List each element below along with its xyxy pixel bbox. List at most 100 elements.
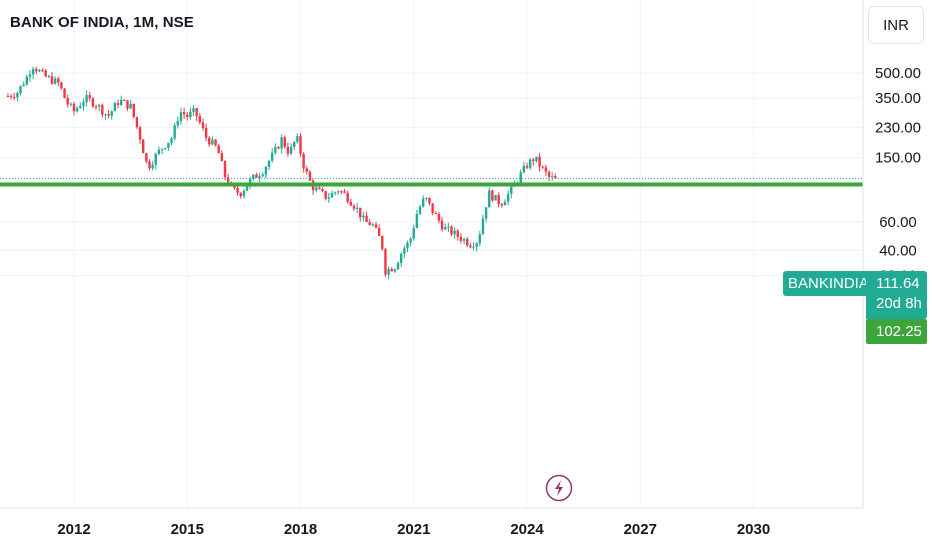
candle-body: [261, 174, 264, 177]
candle-body: [113, 103, 117, 112]
candle-body: [286, 146, 290, 154]
candle-body: [362, 215, 365, 218]
candle-body: [340, 191, 343, 193]
candle-body: [277, 147, 280, 149]
candle-body: [41, 70, 44, 72]
candle-body: [157, 149, 161, 155]
candle-body: [503, 201, 507, 206]
chart-title: BANK OF INDIA, 1M, NSE: [10, 14, 194, 31]
candle-body: [412, 228, 415, 239]
candle-body: [390, 268, 393, 272]
candle-body: [186, 114, 189, 118]
x-tick-label: 2018: [284, 521, 317, 538]
candle-body: [355, 207, 359, 209]
candle-body: [25, 76, 29, 85]
candle-body: [126, 100, 129, 109]
candle-body: [50, 76, 54, 84]
y-tick-label: 150.00: [875, 150, 921, 167]
candle-body: [258, 176, 261, 178]
candle-body: [129, 103, 132, 109]
candle-body: [142, 139, 145, 154]
grid-lines: [0, 0, 863, 508]
candle-body: [497, 195, 500, 205]
candle-body: [324, 191, 327, 199]
candle-body: [148, 161, 151, 169]
candle-body: [44, 70, 47, 77]
candle-body: [481, 218, 485, 235]
candle-body: [182, 112, 186, 115]
candle-body: [532, 159, 535, 161]
candle-body: [327, 197, 331, 199]
y-tick-label: 60.00: [879, 214, 917, 231]
candle-body: [47, 76, 51, 78]
candle-body: [456, 230, 459, 237]
candle-body: [500, 204, 504, 206]
candle-body: [91, 98, 95, 107]
candle-body: [88, 94, 91, 99]
candle-body: [352, 205, 356, 209]
candle-body: [154, 154, 157, 165]
candle-body: [330, 193, 334, 198]
candle-body: [104, 114, 107, 116]
candle-body: [145, 153, 148, 162]
candle-body: [236, 187, 239, 193]
candle-body: [94, 106, 98, 108]
candle-body: [63, 88, 66, 98]
candle-body: [437, 213, 441, 221]
x-tick-label: 2027: [624, 521, 657, 538]
flash-icon[interactable]: [545, 474, 573, 502]
candle-body: [264, 166, 268, 175]
candle-body: [82, 102, 85, 107]
candle-body: [97, 105, 101, 107]
candle-body: [550, 176, 554, 178]
candle-body: [283, 137, 286, 147]
candle-body: [107, 114, 110, 116]
candle-body: [274, 147, 277, 153]
candle-body: [478, 234, 482, 244]
candle-body: [337, 191, 340, 193]
candle-body: [541, 166, 544, 168]
candle-body: [406, 242, 409, 249]
candle-body: [371, 224, 375, 226]
candle-body: [535, 156, 538, 161]
candle-body: [302, 153, 305, 169]
candle-body: [321, 188, 324, 192]
candles: [6, 66, 557, 280]
candle-body: [384, 249, 387, 275]
candle-body: [462, 239, 466, 241]
candle-body: [101, 105, 104, 115]
candle-body: [22, 84, 25, 86]
x-tick-label: 2015: [171, 521, 204, 538]
candle-body: [9, 96, 13, 98]
candle-body: [151, 164, 154, 169]
candle-body: [217, 145, 220, 154]
candle-body: [447, 226, 450, 228]
candle-body: [528, 159, 532, 168]
candle-body: [116, 103, 120, 105]
candle-body: [409, 238, 412, 243]
candle-body: [393, 269, 397, 272]
candle-body: [418, 206, 422, 214]
candle-body: [189, 111, 192, 118]
candle-body: [459, 236, 463, 241]
last-price-tag: 111.64 20d 8h: [866, 271, 927, 319]
candle-body: [381, 235, 384, 250]
candle-body: [349, 201, 353, 206]
candle-body: [79, 106, 82, 109]
candle-body: [164, 147, 167, 149]
candle-body: [475, 243, 478, 247]
bar-countdown: 20d 8h: [876, 295, 922, 312]
candle-body: [315, 187, 318, 191]
last-price-value: 111.64: [876, 275, 920, 292]
candle-body: [308, 171, 312, 181]
currency-button[interactable]: INR: [868, 6, 924, 44]
candle-body: [431, 203, 434, 214]
candle-body: [252, 174, 255, 179]
candle-body: [421, 198, 425, 207]
candle-body: [119, 99, 123, 105]
candle-body: [75, 108, 79, 112]
candle-body: [374, 224, 378, 228]
candle-body: [425, 197, 428, 199]
